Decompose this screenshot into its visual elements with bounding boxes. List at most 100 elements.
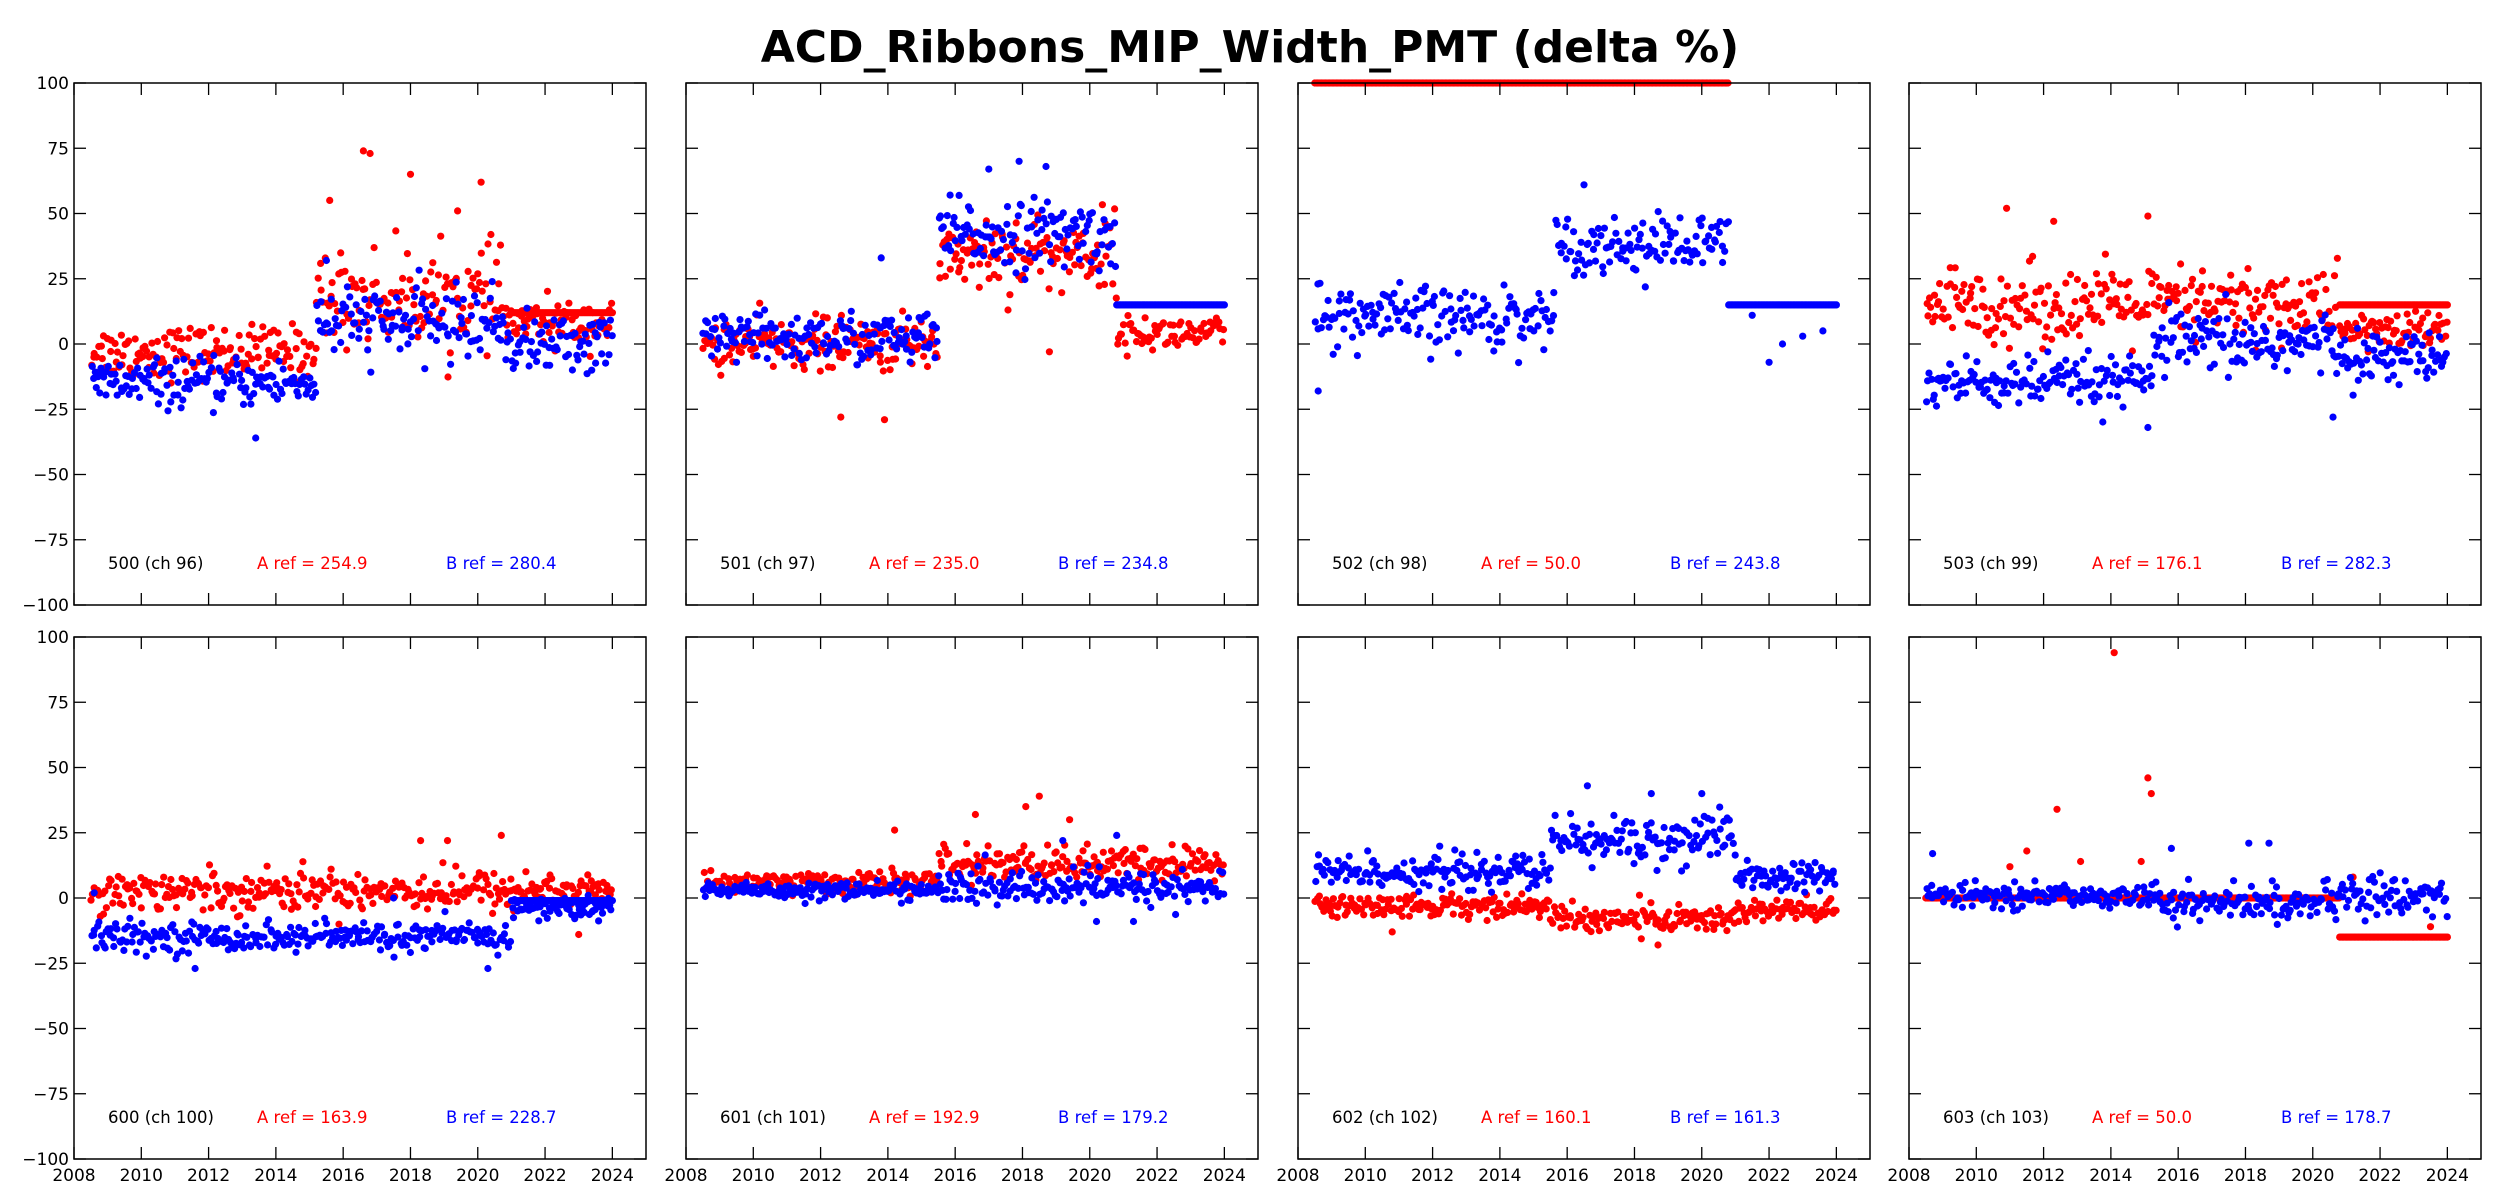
data-point xyxy=(1562,255,1570,263)
data-point xyxy=(962,881,971,889)
data-point xyxy=(1111,219,1119,227)
data-point xyxy=(1946,360,1955,368)
data-point xyxy=(1600,908,1608,916)
data-point xyxy=(2430,368,2438,376)
data-point xyxy=(236,912,244,920)
data-point xyxy=(1632,266,1640,274)
data-point xyxy=(1550,289,1558,297)
data-point xyxy=(956,894,964,903)
data-point xyxy=(700,868,708,877)
data-point xyxy=(1135,880,1143,888)
data-point xyxy=(177,404,185,412)
data-point xyxy=(509,914,518,922)
data-point xyxy=(184,879,192,887)
data-point xyxy=(1066,816,1074,824)
data-point xyxy=(354,870,362,879)
data-point xyxy=(981,851,989,859)
data-point xyxy=(238,938,246,947)
data-point xyxy=(855,868,863,877)
data-point xyxy=(2412,337,2420,345)
data-point xyxy=(146,879,154,887)
data-point xyxy=(1627,908,1635,917)
data-point xyxy=(935,872,943,880)
data-point xyxy=(2282,276,2290,284)
data-point xyxy=(390,894,398,902)
data-point xyxy=(2310,295,2318,303)
data-point xyxy=(1059,853,1067,861)
data-point xyxy=(543,287,552,295)
data-point xyxy=(1952,369,1960,378)
data-point xyxy=(600,319,608,327)
data-point xyxy=(259,323,267,331)
data-point xyxy=(1590,231,1598,239)
data-point xyxy=(982,221,990,229)
data-point xyxy=(301,926,309,935)
subplot-4: 503 (ch 99) A ref = 176.1 B ref = 282.3 xyxy=(1908,82,2482,606)
data-point xyxy=(2073,320,2081,328)
data-point xyxy=(166,363,174,371)
data-point xyxy=(163,934,171,942)
data-point xyxy=(821,871,829,879)
data-point xyxy=(843,879,851,887)
data-point xyxy=(1549,312,1558,320)
data-point xyxy=(160,873,168,881)
data-point xyxy=(495,895,504,903)
data-point xyxy=(2273,351,2281,359)
data-point xyxy=(317,286,325,294)
y-tick-label: 100 xyxy=(37,628,69,648)
data-point xyxy=(2305,278,2313,286)
data-point xyxy=(355,325,363,333)
data-point xyxy=(898,326,906,334)
data-point xyxy=(911,876,920,884)
data-point xyxy=(971,810,980,819)
data-point xyxy=(1639,219,1647,227)
data-point xyxy=(182,368,190,376)
data-point xyxy=(422,305,430,313)
data-point xyxy=(2336,341,2345,349)
data-point xyxy=(1545,897,1553,905)
data-point xyxy=(1504,908,1512,917)
data-point xyxy=(404,340,412,348)
data-point xyxy=(860,352,868,360)
data-point xyxy=(2321,311,2329,319)
y-tick-label: 0 xyxy=(58,335,69,355)
data-point xyxy=(300,874,308,882)
data-point xyxy=(429,301,437,310)
data-point xyxy=(1608,917,1616,926)
data-point xyxy=(1665,240,1673,248)
data-point xyxy=(1337,290,1345,298)
data-point xyxy=(1045,348,1053,356)
data-point xyxy=(1786,898,1795,907)
data-point xyxy=(113,925,121,933)
data-point xyxy=(1478,322,1486,330)
data-point xyxy=(445,897,453,906)
data-point xyxy=(2086,304,2094,312)
data-point xyxy=(118,875,126,883)
data-point xyxy=(1356,299,1364,307)
data-point xyxy=(273,395,282,403)
data-point xyxy=(885,336,893,344)
panel-label: 500 (ch 96) xyxy=(108,554,203,573)
data-point xyxy=(163,341,171,349)
data-point xyxy=(1193,885,1201,893)
data-point xyxy=(428,938,436,946)
data-point xyxy=(1006,258,1014,266)
data-point xyxy=(423,905,432,913)
data-point xyxy=(369,314,377,322)
data-point xyxy=(2424,364,2432,372)
data-point xyxy=(261,332,269,340)
data-point xyxy=(163,381,171,389)
data-point xyxy=(261,890,270,898)
data-point xyxy=(787,320,796,328)
data-point xyxy=(1614,908,1622,916)
data-point xyxy=(991,887,999,895)
data-point xyxy=(87,896,95,904)
data-point xyxy=(1404,327,1412,335)
data-point xyxy=(1103,865,1111,873)
data-point xyxy=(2219,343,2228,352)
data-point xyxy=(1421,282,1430,290)
data-point xyxy=(128,374,136,382)
data-point xyxy=(1667,233,1675,241)
y-tick-label: −75 xyxy=(33,531,69,551)
data-point xyxy=(1220,301,1228,309)
